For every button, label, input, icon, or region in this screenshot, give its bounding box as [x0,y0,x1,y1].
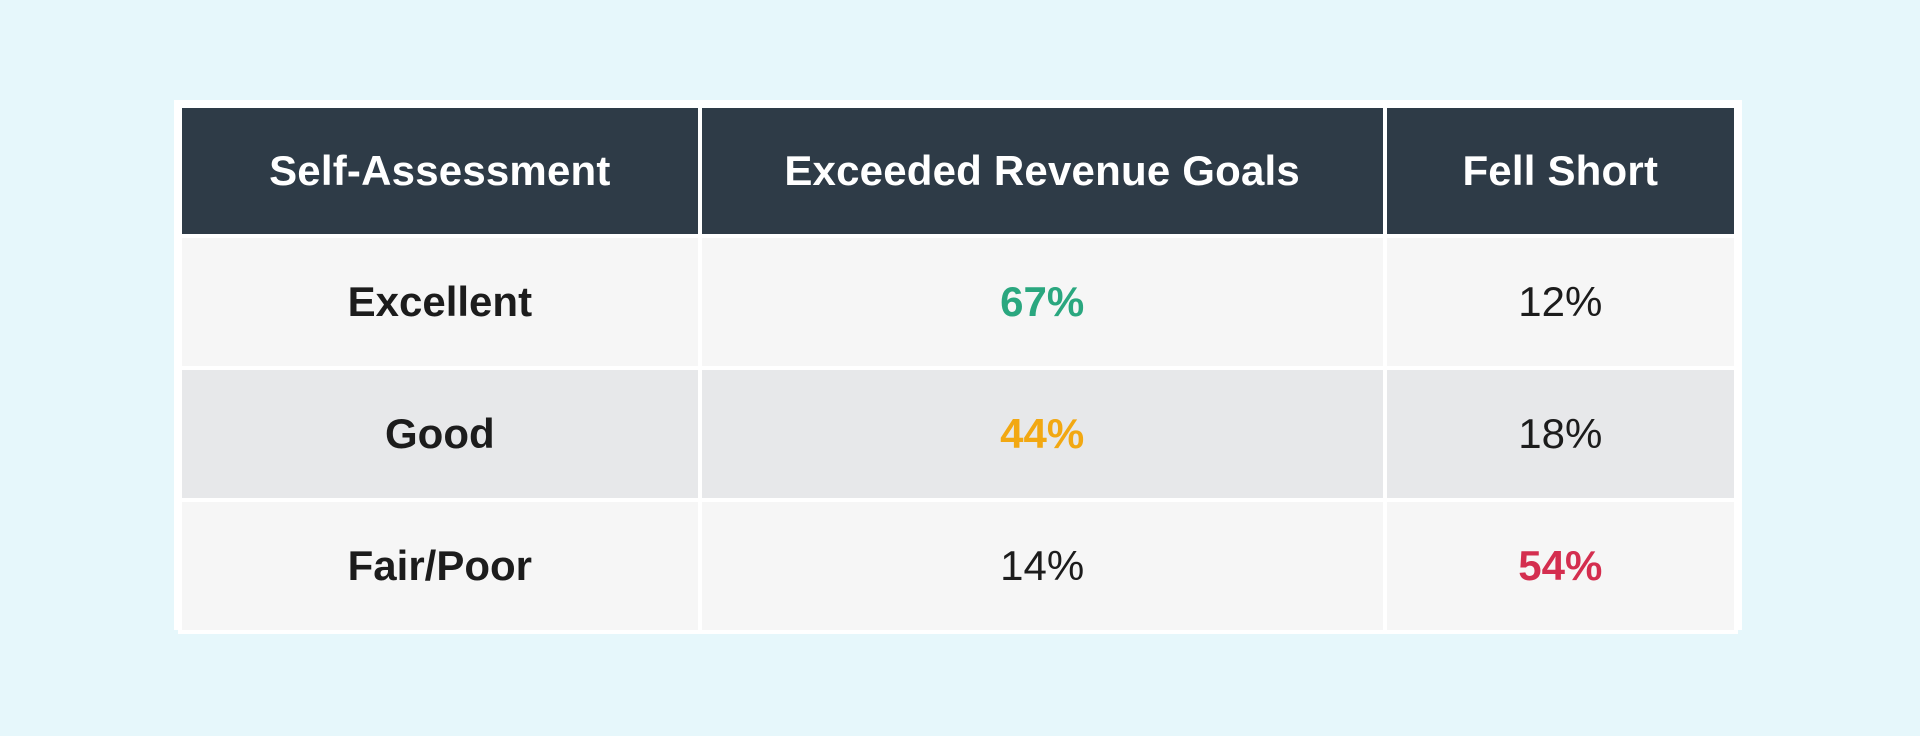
results-table: Self-Assessment Exceeded Revenue Goals F… [178,104,1739,634]
table-row: Fair/Poor 14% 54% [178,498,1739,634]
header-row: Self-Assessment Exceeded Revenue Goals F… [178,104,1739,238]
cell-fair-poor-exceeded: 14% [697,498,1387,634]
header-exceeded-revenue-goals: Exceeded Revenue Goals [697,104,1387,238]
cell-excellent-exceeded: 67% [697,234,1387,370]
header-self-assessment: Self-Assessment [178,104,702,238]
cell-excellent-fell-short: 12% [1382,234,1739,370]
row-label-fair-poor: Fair/Poor [178,498,702,634]
table-frame: Self-Assessment Exceeded Revenue Goals F… [174,100,1742,634]
header-fell-short: Fell Short [1382,104,1739,238]
table-row: Excellent 67% 12% [178,234,1739,370]
table-row: Good 44% 18% [178,366,1739,502]
cell-fair-poor-fell-short: 54% [1382,498,1739,634]
row-label-excellent: Excellent [178,234,702,370]
cell-good-exceeded: 44% [697,366,1387,502]
row-label-good: Good [178,366,702,502]
cell-good-fell-short: 18% [1382,366,1739,502]
